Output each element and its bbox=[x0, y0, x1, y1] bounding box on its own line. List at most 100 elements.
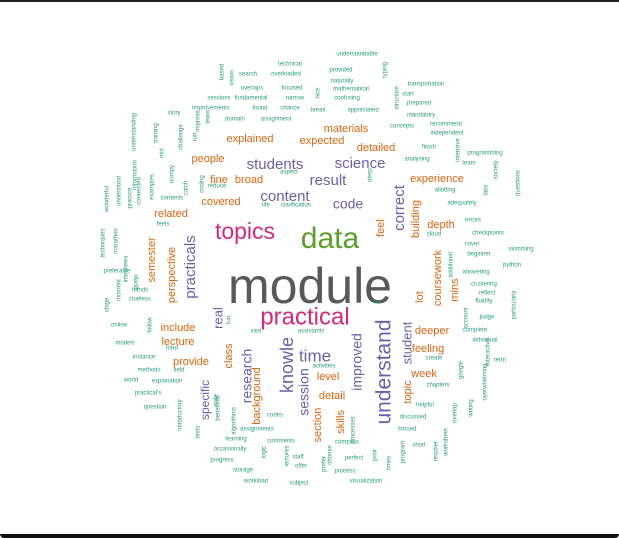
word-level: level bbox=[317, 371, 340, 383]
word-explained: explained bbox=[226, 133, 273, 145]
word-instance: instance bbox=[133, 355, 156, 361]
word-week: week bbox=[410, 368, 437, 380]
word-particularly: particularly bbox=[512, 290, 518, 319]
word-term: term bbox=[494, 358, 506, 364]
word-mandatory: mandatory bbox=[407, 113, 435, 119]
word-lot: lot bbox=[414, 291, 426, 303]
word-fun: fun bbox=[227, 316, 233, 324]
word-concepts: concepts bbox=[390, 124, 414, 130]
word-feel: feel bbox=[375, 219, 387, 237]
word-background: background bbox=[251, 367, 263, 425]
word-deep: deep bbox=[368, 168, 374, 182]
word-expected: expected bbox=[300, 135, 345, 147]
word-note: note bbox=[214, 394, 220, 406]
word-challenge: challenge bbox=[179, 123, 185, 149]
word-code: code bbox=[333, 196, 364, 212]
word-result: result bbox=[310, 172, 348, 189]
word-run: run bbox=[193, 133, 199, 142]
word-perfect: perfect bbox=[345, 456, 364, 462]
word-understood: understood bbox=[117, 176, 123, 206]
word-judge: judge bbox=[479, 315, 495, 321]
word-depth: depth bbox=[427, 219, 455, 231]
word-focused: focused bbox=[281, 86, 302, 92]
word-understand: understand bbox=[373, 319, 396, 424]
word-discussed: discussed bbox=[400, 415, 427, 421]
window-bottom-edge bbox=[0, 534, 619, 538]
word-examples: examples bbox=[150, 174, 156, 200]
word-comments: comments bbox=[267, 439, 295, 445]
word-follow: follow bbox=[148, 317, 154, 333]
word-detail: detail bbox=[319, 390, 345, 402]
word-grasp: grasp bbox=[134, 274, 140, 290]
word-provide: provide bbox=[173, 356, 209, 368]
word-analysing: analysing bbox=[404, 157, 429, 163]
word-data: data bbox=[301, 222, 360, 255]
word-logic: logic bbox=[262, 446, 268, 458]
word-team: team bbox=[462, 161, 475, 167]
word-lectures: lectures bbox=[285, 445, 291, 466]
word-structure: structure bbox=[395, 86, 401, 110]
word-methods: methods bbox=[137, 368, 160, 374]
word-reduce: reduce bbox=[208, 184, 227, 190]
word-algorithms: algorithms bbox=[232, 407, 238, 435]
word-question: question bbox=[144, 405, 167, 411]
word-moment: moment bbox=[117, 279, 123, 301]
word-class: class bbox=[223, 343, 235, 369]
word-skills: skills bbox=[335, 410, 347, 434]
word-cover: cover bbox=[465, 242, 480, 248]
word-explanation: explanation bbox=[152, 379, 183, 385]
word-mathematical: mathematical bbox=[333, 87, 369, 93]
word-compass: compass bbox=[335, 440, 359, 446]
word-skimming: skimming bbox=[508, 247, 533, 253]
word-times: times bbox=[387, 456, 393, 470]
word-mid: mid bbox=[160, 148, 166, 158]
word-storage: storage bbox=[233, 468, 254, 474]
word-techniques: techniques bbox=[101, 228, 107, 257]
word-research: research bbox=[239, 349, 255, 403]
word-materials: materials bbox=[324, 123, 369, 135]
word-training: training bbox=[154, 123, 160, 143]
word-vast: vast bbox=[250, 329, 261, 335]
word-helpful: helpful bbox=[416, 403, 434, 409]
word-finish: finish bbox=[422, 145, 436, 151]
word-answering: answering bbox=[462, 270, 489, 276]
word-worksheet: worksheet bbox=[444, 428, 450, 457]
word-naturally: naturally bbox=[331, 79, 354, 85]
word-introductory: introductory bbox=[178, 399, 184, 430]
word-mins: mins bbox=[449, 278, 461, 302]
word-errors: errors bbox=[465, 218, 481, 224]
word-people: people bbox=[191, 153, 224, 165]
word-adequately: adequately bbox=[447, 201, 476, 207]
word-interviews: interviews bbox=[124, 256, 130, 283]
word-occasionally: occasionally bbox=[214, 447, 247, 453]
word-broad: broad bbox=[235, 174, 263, 186]
word-practice: practice bbox=[128, 187, 134, 209]
word-additional: additional bbox=[449, 252, 455, 278]
word-domain: domain bbox=[225, 117, 245, 123]
word-overlaps: overlaps bbox=[241, 86, 264, 92]
word-questions: questions bbox=[516, 170, 522, 196]
word-student: student bbox=[399, 321, 414, 364]
word-world: world bbox=[123, 378, 138, 384]
word-building: building bbox=[410, 200, 422, 238]
word-na: na bbox=[374, 300, 381, 306]
word-life: life bbox=[262, 203, 270, 209]
word-labs: labs bbox=[484, 184, 490, 195]
word-wonderful: wonderful bbox=[105, 186, 111, 213]
word-activities: activities bbox=[312, 364, 335, 370]
word-content: content bbox=[260, 188, 310, 205]
word-beneficial: beneficial bbox=[216, 395, 222, 420]
word-found: found bbox=[252, 106, 267, 112]
word-section: section bbox=[312, 408, 324, 443]
word-python: python bbox=[503, 263, 521, 269]
word-prepared: prepared bbox=[407, 101, 431, 107]
word-practicals: practicals bbox=[182, 235, 199, 298]
word-checkpoints: checkpoints bbox=[472, 231, 504, 237]
word-catch: catch bbox=[184, 181, 190, 195]
word-online: online bbox=[111, 323, 128, 329]
word-practical-s: practical's bbox=[135, 391, 162, 397]
word-understanding: understanding bbox=[132, 113, 138, 151]
word-confusing: confusing bbox=[334, 96, 360, 102]
word-sessions: sessions bbox=[207, 96, 230, 102]
word-assignments: assignments bbox=[240, 427, 274, 433]
